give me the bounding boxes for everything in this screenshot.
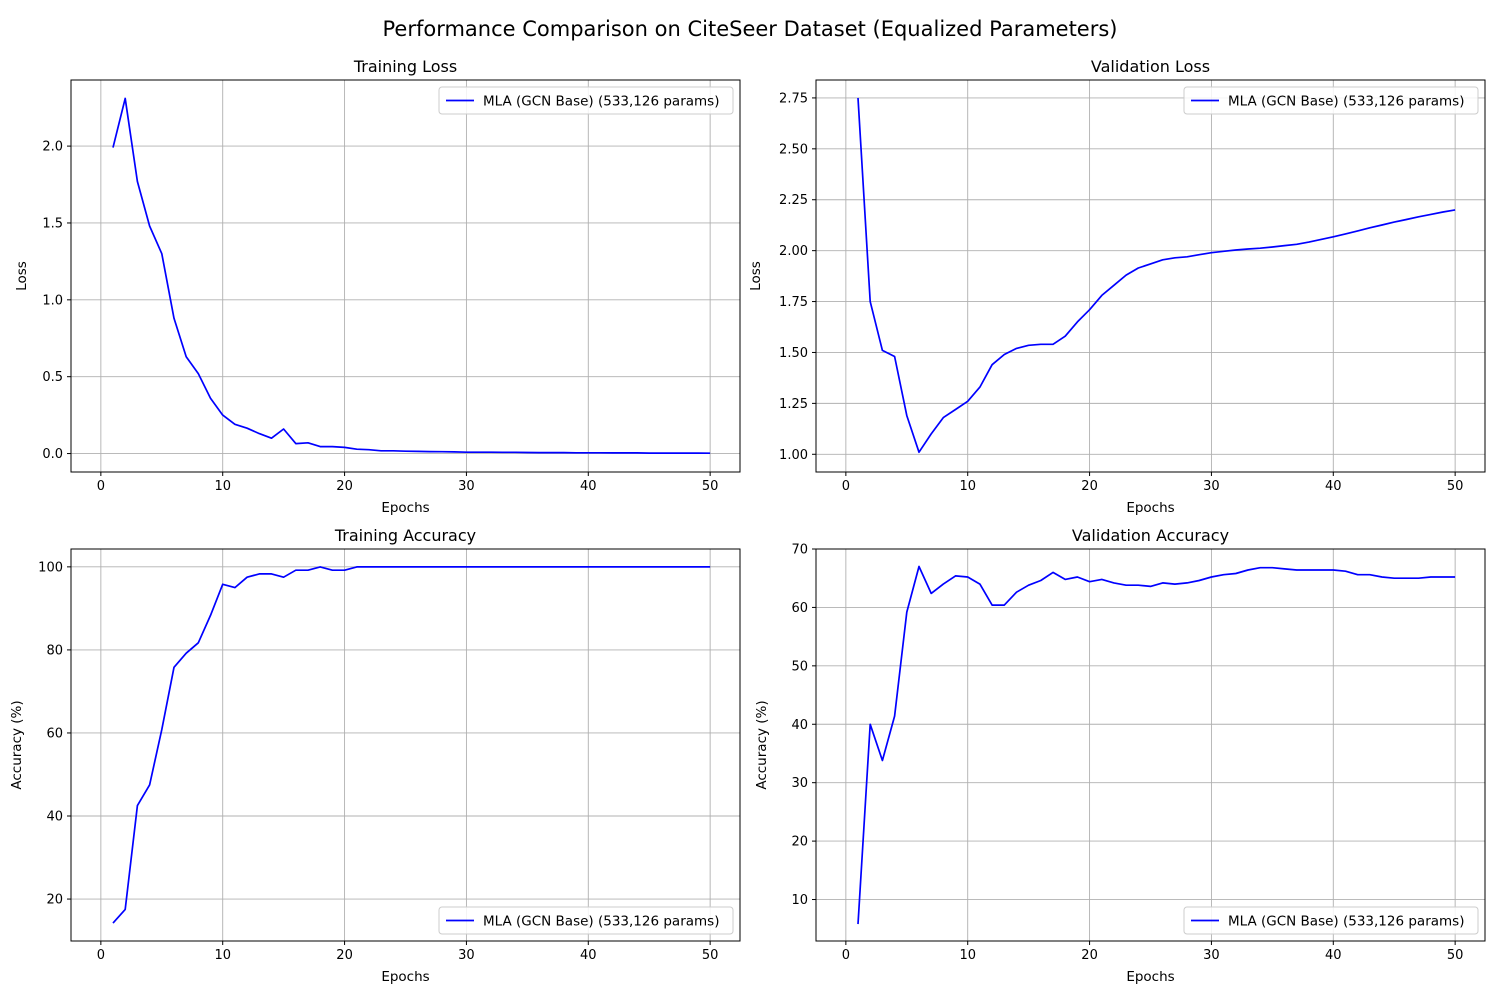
x-tick-label: 30 [458,479,475,494]
subplot-validation-accuracy: 0 10 20 30 40 50 10 20 30 40 50 60 70 Validation Accu… [754,526,1486,985]
series-line [112,566,711,924]
x-tick-label: 10 [959,479,976,494]
x-tick-label: 50 [702,948,719,963]
x-axis-label: Epochs [381,969,429,985]
y-axis-label: Loss [748,261,764,291]
figure-title: Performance Comparison on CiteSeer Datas… [382,17,1117,41]
x-tick-label: 20 [336,948,353,963]
axes-frame [815,79,1486,473]
y-tick-label: 80 [46,643,63,658]
y-tick-label: 2.75 [779,91,808,106]
y-tick-label: 2.00 [779,244,808,259]
subplot-validation-loss: 0 10 20 30 40 50 1.00 1.25 1.50 1.75 2.00 2.25 2.50 2… [748,57,1486,516]
series-line [112,97,711,455]
x-tick-label: 0 [842,948,850,963]
x-tick-label: 30 [1203,948,1220,963]
x-tick-label: 40 [580,948,597,963]
x-tick-label: 10 [214,948,231,963]
x-tick-label: 20 [1081,479,1098,494]
series-line [857,97,1456,454]
x-tick-label: 50 [1447,948,1464,963]
x-axis-label: Epochs [1126,969,1174,985]
y-tick-label: 40 [46,810,63,825]
x-tick-label: 20 [336,479,353,494]
y-tick-label: 1.25 [779,397,808,412]
y-tick-label: 1.5 [42,216,63,231]
y-tick-label: 70 [791,543,808,558]
legend-box [438,906,734,935]
y-tick-label: 1.0 [42,293,63,308]
y-tick-label: 0.5 [42,370,63,385]
x-tick-label: 50 [702,479,719,494]
y-tick-label: 1.50 [779,346,808,361]
x-axis-label: Epochs [381,500,429,516]
legend-box [1183,906,1479,935]
x-tick-label: 40 [1325,948,1342,963]
series-line [857,565,1456,925]
y-tick-label: 1.75 [779,295,808,310]
x-tick-label: 30 [458,948,475,963]
x-tick-label: 40 [1325,479,1342,494]
subplot-title: Validation Loss [1091,57,1210,76]
subplot-training-accuracy: 0 10 20 30 40 50 20 40 60 80 100 Training Accuracy E… [9,526,741,985]
y-tick-label: 10 [791,893,808,908]
y-tick-label: 20 [791,835,808,850]
legend: MLA (GCN Base) (533,126 params) [438,906,734,935]
legend-box [1183,86,1479,115]
legend-label: MLA (GCN Base) (533,126 params) [1228,914,1464,930]
legend-label: MLA (GCN Base) (533,126 params) [483,914,719,930]
subplot-title: Training Loss [353,57,457,76]
y-tick-label: 0.0 [42,447,63,462]
subplot-title: Validation Accuracy [1072,526,1229,545]
legend-label: MLA (GCN Base) (533,126 params) [483,94,719,110]
y-tick-label: 100 [38,560,63,575]
y-tick-label: 40 [791,718,808,733]
legend: MLA (GCN Base) (533,126 params) [1183,86,1479,115]
x-tick-label: 30 [1203,479,1220,494]
x-tick-label: 0 [842,479,850,494]
y-tick-label: 60 [46,726,63,741]
axes-frame [815,548,1486,942]
y-axis-label: Accuracy (%) [9,700,25,789]
y-tick-label: 60 [791,601,808,616]
x-tick-label: 0 [97,948,105,963]
y-tick-label: 2.0 [42,140,63,155]
y-tick-label: 1.00 [779,448,808,463]
subplot-training-loss: 0 10 20 30 40 50 0.0 0.5 1.0 1.5 2.0 Training Loss E… [14,57,741,516]
y-axis-label: Loss [14,261,30,291]
axes-frame [70,79,741,473]
subplot-title: Training Accuracy [334,526,476,545]
x-tick-label: 0 [97,479,105,494]
legend-label: MLA (GCN Base) (533,126 params) [1228,94,1464,110]
y-tick-label: 2.25 [779,193,808,208]
y-tick-label: 30 [791,776,808,791]
x-tick-label: 40 [580,479,597,494]
x-axis-label: Epochs [1126,500,1174,516]
legend: MLA (GCN Base) (533,126 params) [1183,906,1479,935]
x-tick-label: 10 [214,479,231,494]
x-tick-label: 20 [1081,948,1098,963]
y-tick-label: 2.50 [779,142,808,157]
y-tick-label: 50 [791,659,808,674]
y-axis-label: Accuracy (%) [754,700,770,789]
subplot-grid: 0 10 20 30 40 50 0.0 0.5 1.0 1.5 2.0 Training Loss E… [9,57,1486,985]
axes-frame [70,548,741,942]
legend: MLA (GCN Base) (533,126 params) [438,86,734,115]
x-tick-label: 10 [959,948,976,963]
legend-box [438,86,734,115]
y-tick-label: 20 [46,893,63,908]
x-tick-label: 50 [1447,479,1464,494]
